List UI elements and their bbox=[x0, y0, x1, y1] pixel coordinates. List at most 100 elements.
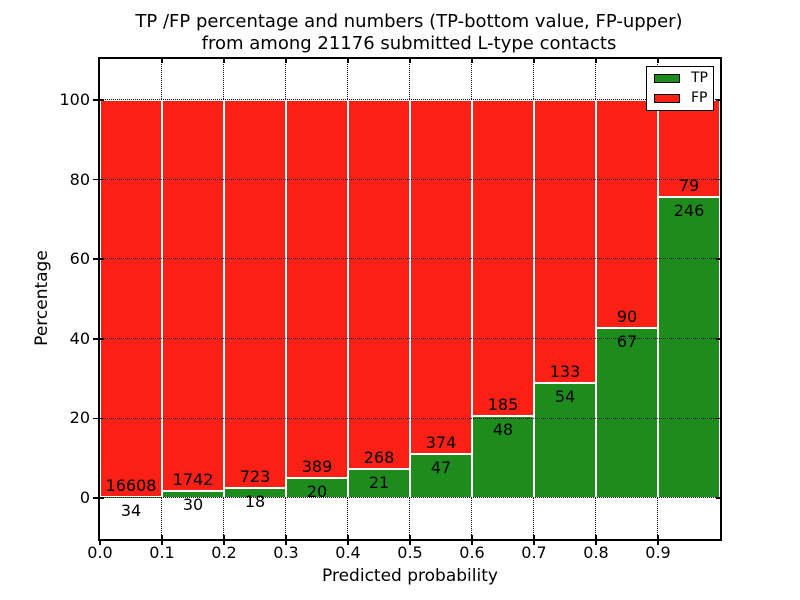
x-tick-mark-out bbox=[223, 541, 225, 545]
fp-count-label: 723 bbox=[239, 467, 271, 487]
bar-segment-fp bbox=[100, 100, 162, 498]
y-tick-label: 80 bbox=[69, 169, 90, 189]
x-tick-mark-out bbox=[99, 541, 101, 545]
x-tick-label: 0.1 bbox=[149, 543, 175, 562]
chart-title: TP /FP percentage and numbers (TP-bottom… bbox=[9, 11, 800, 55]
y-tick-mark-out bbox=[93, 338, 98, 340]
y-tick-mark-out bbox=[93, 99, 98, 101]
y-tick-mark-out bbox=[93, 417, 98, 420]
h-gridline bbox=[100, 417, 720, 419]
fp-count-label: 79 bbox=[678, 175, 700, 195]
fp-count-label: 1742 bbox=[172, 470, 214, 490]
chart-title-line2: from among 21176 submitted L-type contac… bbox=[201, 33, 617, 54]
x-tick-mark-out bbox=[409, 541, 411, 545]
bar-segment-fp bbox=[534, 100, 596, 384]
fp-legend-swatch bbox=[654, 94, 680, 103]
y-tick-label: 100 bbox=[59, 90, 90, 110]
y-axis-label: Percentage bbox=[32, 250, 52, 346]
x-tick-label: 0.9 bbox=[645, 543, 671, 562]
plot-area: 16608 34 1742 30 723 18 389 20 268 21 374 47 185 48 13… bbox=[98, 57, 722, 541]
tp-count-label: 30 bbox=[182, 495, 204, 515]
h-gridline bbox=[100, 99, 720, 101]
x-tick-label: 0.8 bbox=[583, 543, 609, 562]
fp-count-label: 90 bbox=[616, 307, 638, 327]
x-tick-mark-out bbox=[471, 541, 473, 545]
bar-segment-fp bbox=[596, 100, 658, 329]
x-tick-mark-out bbox=[533, 541, 535, 545]
x-tick-label: 0.3 bbox=[273, 543, 299, 562]
h-gridline bbox=[100, 337, 720, 339]
tp-count-label: 67 bbox=[616, 332, 638, 352]
y-tick-label: 60 bbox=[69, 249, 90, 269]
tp-count-label: 18 bbox=[244, 492, 266, 512]
bar-segment-fp bbox=[286, 100, 348, 479]
x-tick-label: 0.4 bbox=[335, 543, 361, 562]
fp-count-label: 268 bbox=[363, 447, 395, 467]
y-tick-mark-out bbox=[93, 497, 98, 499]
bar-segment-tp bbox=[534, 383, 596, 498]
legend-row-tp: TP bbox=[654, 70, 713, 86]
x-tick-label: 0.5 bbox=[397, 543, 423, 562]
bar-segment-tp bbox=[658, 196, 720, 498]
x-tick-label: 0.6 bbox=[459, 543, 485, 562]
x-tick-mark-out bbox=[161, 541, 163, 545]
x-tick-mark-bottom-in bbox=[409, 535, 411, 539]
y-tick-mark-out bbox=[93, 258, 98, 260]
x-tick-mark-out bbox=[595, 541, 597, 545]
tp-count-label: 246 bbox=[673, 200, 705, 220]
tp-legend-label: TP bbox=[691, 70, 708, 86]
fp-count-label: 133 bbox=[549, 362, 581, 382]
x-tick-mark-top bbox=[409, 59, 411, 63]
fp-count-label: 374 bbox=[425, 432, 457, 452]
x-tick-label: 0.2 bbox=[211, 543, 237, 562]
tp-count-label: 20 bbox=[306, 482, 328, 502]
bar-segment-fp bbox=[410, 100, 472, 454]
tp-count-label: 48 bbox=[492, 419, 514, 439]
bar-segment-fp bbox=[472, 100, 534, 416]
legend: TP FP bbox=[646, 66, 714, 111]
bar-segment-fp bbox=[224, 100, 286, 489]
fp-legend-label: FP bbox=[691, 90, 708, 106]
x-tick-mark-out bbox=[657, 541, 659, 545]
fp-count-label: 185 bbox=[487, 394, 519, 414]
x-tick-mark-top bbox=[161, 59, 163, 63]
x-tick-mark-bottom-in bbox=[471, 535, 473, 539]
chart-title-line1: TP /FP percentage and numbers (TP-bottom… bbox=[135, 11, 683, 32]
tp-count-label: 54 bbox=[554, 387, 576, 407]
fp-count-label: 389 bbox=[301, 457, 333, 477]
tp-count-label: 21 bbox=[368, 472, 390, 492]
x-tick-mark-bottom-in bbox=[285, 535, 287, 539]
x-tick-mark-top bbox=[595, 59, 597, 63]
tp-count-label: 47 bbox=[430, 457, 452, 477]
y-tick-label: 20 bbox=[69, 408, 90, 428]
x-tick-label: 0.7 bbox=[521, 543, 547, 562]
x-tick-mark-top bbox=[657, 59, 659, 63]
x-tick-mark-bottom-in bbox=[347, 535, 349, 539]
x-tick-mark-bottom-in bbox=[595, 535, 597, 539]
x-tick-mark-out bbox=[285, 541, 287, 545]
x-tick-mark-top bbox=[471, 59, 473, 63]
x-tick-mark-bottom-in bbox=[533, 535, 535, 539]
h-gridline bbox=[100, 178, 720, 180]
x-tick-mark-top bbox=[285, 59, 287, 63]
x-tick-mark-bottom-in bbox=[657, 535, 659, 539]
bar-segment-tp bbox=[596, 328, 658, 498]
h-gridline bbox=[100, 497, 720, 499]
x-tick-mark-top bbox=[347, 59, 349, 63]
legend-row-fp: FP bbox=[654, 90, 713, 106]
tp-legend-swatch bbox=[654, 74, 680, 83]
x-tick-label: 0.0 bbox=[87, 543, 113, 562]
x-tick-mark-bottom-in bbox=[223, 535, 225, 539]
bar-segment-tp bbox=[472, 415, 534, 498]
plot-inner: 16608 34 1742 30 723 18 389 20 268 21 374 47 185 48 13… bbox=[100, 59, 720, 539]
x-axis-label: Predicted probability bbox=[322, 566, 498, 586]
h-gridline bbox=[100, 258, 720, 260]
y-tick-label: 40 bbox=[69, 328, 90, 348]
x-tick-mark-bottom-in bbox=[161, 535, 163, 539]
bar-segment-fp bbox=[162, 100, 224, 492]
bar-segment-tp bbox=[410, 453, 472, 498]
x-tick-mark-out bbox=[347, 541, 349, 545]
fp-count-label: 16608 bbox=[105, 476, 157, 496]
x-tick-mark-top bbox=[223, 59, 225, 63]
